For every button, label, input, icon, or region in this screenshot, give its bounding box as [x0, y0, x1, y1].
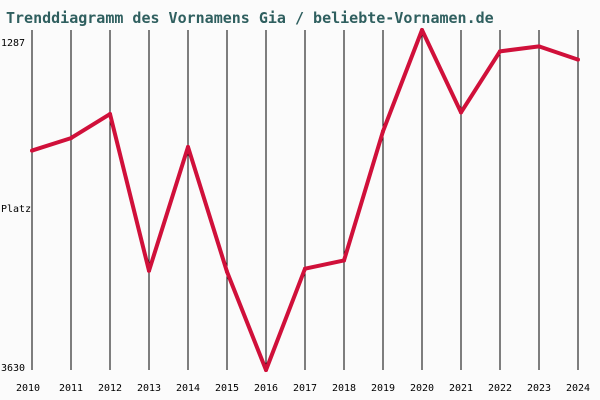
- x-tick-label-2015: 2015: [215, 383, 239, 394]
- x-tick-label-2017: 2017: [293, 383, 317, 394]
- data-point-2019: [381, 129, 385, 134]
- data-point-2013: [147, 268, 151, 273]
- data-point-2014: [186, 144, 190, 149]
- x-tick-label-2024: 2024: [566, 383, 590, 394]
- data-point-2017: [303, 266, 307, 271]
- x-tick-label-2012: 2012: [98, 383, 122, 394]
- x-tick-label-2010: 2010: [16, 383, 40, 394]
- x-tick-label-2014: 2014: [176, 383, 200, 394]
- data-point-2022: [498, 49, 502, 54]
- x-tick-labels: 2010 2011 2012 2013 2014 2015 2016 2017 2018 2019…: [16, 383, 590, 394]
- y-tick-label-bottom: 3630: [1, 363, 25, 374]
- series-group: [30, 28, 580, 372]
- y-tick-label-top: 1287: [1, 38, 25, 49]
- x-tick-label-2013: 2013: [137, 383, 161, 394]
- data-point-2015: [225, 269, 229, 274]
- data-point-2021: [459, 110, 463, 115]
- data-point-2023: [537, 44, 541, 49]
- y-axis-label: Platz: [1, 204, 31, 215]
- data-point-2012: [108, 112, 112, 117]
- x-tick-label-2011: 2011: [59, 383, 83, 394]
- x-tick-label-2020: 2020: [410, 383, 434, 394]
- data-point-2011: [69, 136, 73, 141]
- x-tick-label-2019: 2019: [371, 383, 395, 394]
- x-tick-label-2016: 2016: [254, 383, 278, 394]
- vertical-grid: [31, 30, 579, 370]
- x-tick-label-2022: 2022: [488, 383, 512, 394]
- x-tick-label-2021: 2021: [449, 383, 473, 394]
- data-point-2024: [576, 57, 580, 62]
- x-tick-label-2018: 2018: [332, 383, 356, 394]
- data-point-2016: [264, 368, 268, 372]
- data-point-2020: [420, 28, 424, 32]
- data-point-2018: [342, 258, 346, 263]
- chart-title: Trenddiagramm des Vornamens Gia / belieb…: [6, 9, 494, 27]
- x-tick-label-2023: 2023: [527, 383, 551, 394]
- data-point-2010: [30, 148, 34, 153]
